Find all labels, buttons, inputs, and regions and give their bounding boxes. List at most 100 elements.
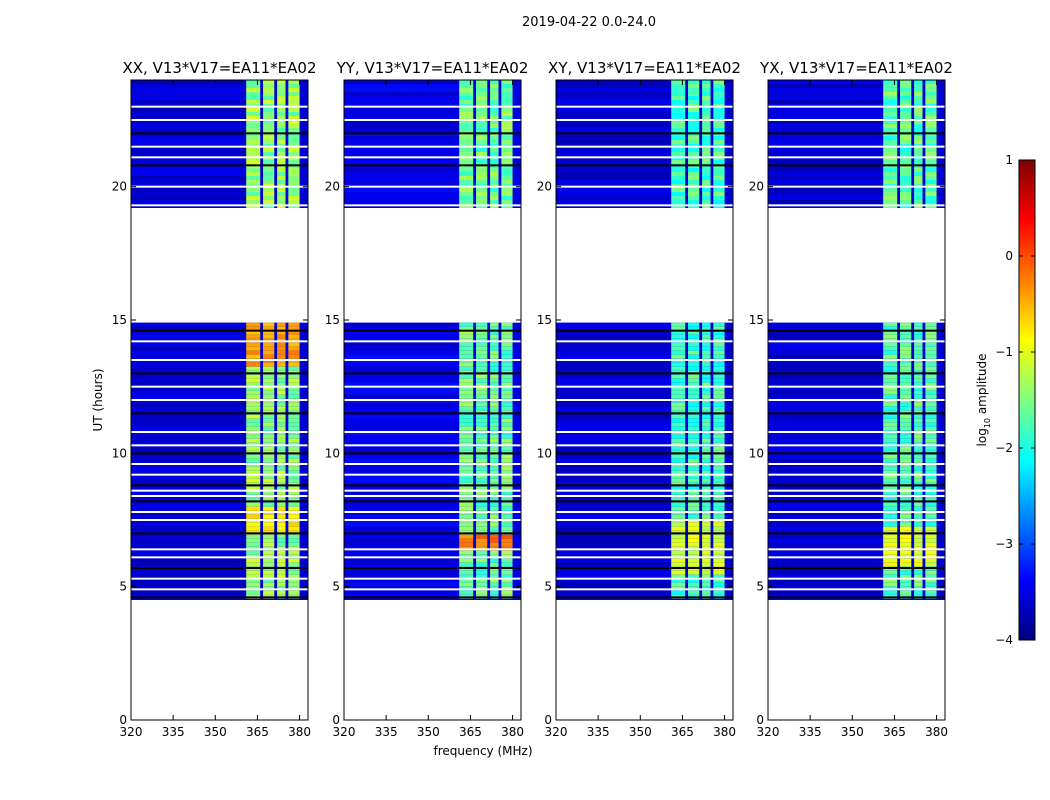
band-cell <box>277 88 286 92</box>
band-cell <box>883 542 898 547</box>
noise-row <box>344 386 460 391</box>
band-cell <box>490 342 499 347</box>
colorbar-label-log: log <box>975 428 989 446</box>
band-cell <box>713 374 725 379</box>
band-cell <box>246 326 261 331</box>
y-tick-label: 10 <box>325 446 340 460</box>
flag-line <box>768 359 945 361</box>
band-cell <box>288 200 300 204</box>
band-cell <box>263 188 275 192</box>
flag-line <box>131 145 308 148</box>
band-cell <box>883 350 898 355</box>
x-axis-label: frequency (MHz) <box>433 744 532 758</box>
band-cell <box>459 140 474 144</box>
band-cell <box>288 334 300 339</box>
flag-line <box>768 105 945 108</box>
band-cell <box>263 506 275 511</box>
band-cell <box>900 196 912 200</box>
band-cell <box>277 334 286 339</box>
band-cell <box>900 84 912 88</box>
band-cell <box>501 152 513 156</box>
band-cell <box>277 140 286 144</box>
band-cell <box>914 140 923 144</box>
band-cell <box>702 570 711 575</box>
band-cell <box>883 84 898 88</box>
band-cell <box>476 128 488 132</box>
band-cell <box>476 386 488 391</box>
band-cell <box>263 160 275 164</box>
band-cell <box>925 140 937 144</box>
band-cell <box>490 112 499 116</box>
band-cell <box>925 92 937 96</box>
band-cell <box>688 578 700 583</box>
band-cell <box>900 92 912 96</box>
band-cell <box>277 96 286 100</box>
band-cell <box>490 534 499 539</box>
band-cell <box>900 176 912 180</box>
band-cell <box>288 390 300 395</box>
noise-row <box>131 414 247 419</box>
band-cell <box>925 534 937 539</box>
band-cell <box>925 84 937 88</box>
noise-row <box>131 590 247 595</box>
band-cell <box>914 342 923 347</box>
band-cell <box>914 562 923 567</box>
band-cell <box>459 414 474 419</box>
flag-line <box>768 495 945 497</box>
noise-row <box>768 80 884 84</box>
band-cell <box>702 418 711 423</box>
noise-row <box>768 534 884 539</box>
noise-row <box>131 100 247 104</box>
noise-row <box>344 402 460 407</box>
band-cell <box>900 522 912 527</box>
x-tick-label: 350 <box>204 725 227 739</box>
y-tick-label: 0 <box>544 713 552 727</box>
band-cell <box>914 120 923 124</box>
band-cell <box>671 578 686 583</box>
band-cell <box>501 128 513 132</box>
band-cell <box>925 124 937 128</box>
band-cell <box>476 522 488 527</box>
band-cell <box>925 526 937 531</box>
flag-line <box>768 548 945 551</box>
noise-row <box>131 438 247 443</box>
noise-row <box>131 346 247 351</box>
band-cell <box>914 486 923 491</box>
band-cell <box>688 160 700 164</box>
noise-row <box>131 330 247 335</box>
band-cell <box>476 550 488 555</box>
band-cell <box>702 160 711 164</box>
band-cell <box>883 80 898 84</box>
noise-row <box>131 180 247 184</box>
flag-line <box>344 385 521 388</box>
flag-line <box>556 577 733 580</box>
band-cell <box>246 534 261 539</box>
band-cell <box>688 382 700 387</box>
noise-row <box>768 382 884 387</box>
band-cell <box>671 180 686 184</box>
band-cell <box>288 180 300 184</box>
band-cell <box>459 490 474 495</box>
band-cell <box>288 474 300 479</box>
band-cell <box>277 152 286 156</box>
noise-row <box>768 196 884 200</box>
band-cell <box>925 176 937 180</box>
band-cell <box>476 454 488 459</box>
band-cell <box>671 406 686 411</box>
band-cell <box>671 490 686 495</box>
band-cell <box>688 128 700 132</box>
noise-row <box>556 570 672 575</box>
band-cell <box>263 148 275 152</box>
noise-row <box>556 562 672 567</box>
noise-row <box>131 522 247 527</box>
band-cell <box>476 402 488 407</box>
band-cell <box>925 362 937 367</box>
band-cell <box>459 486 474 491</box>
band-cell <box>263 128 275 132</box>
band-cell <box>671 378 686 383</box>
band-cell <box>883 394 898 399</box>
band-cell <box>925 346 937 351</box>
band-cell <box>288 350 300 355</box>
band-cell <box>476 570 488 575</box>
band-cell <box>671 542 686 547</box>
